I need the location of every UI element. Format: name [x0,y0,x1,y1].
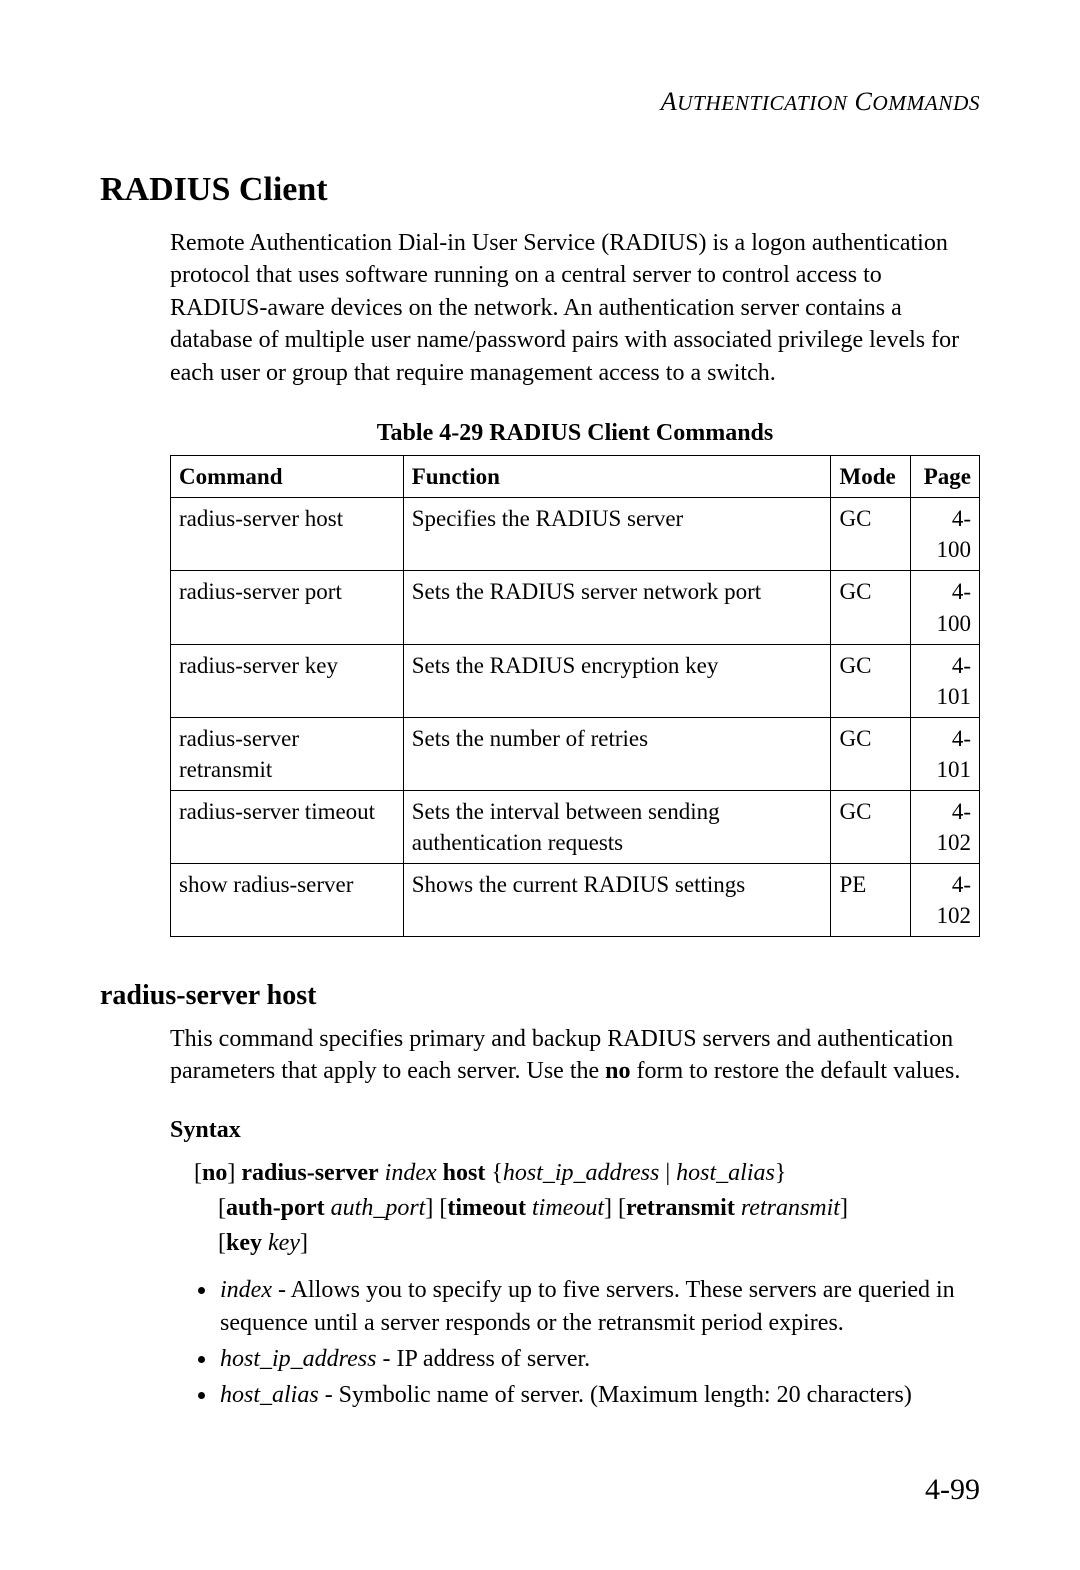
table-cell: Sets the number of retries [403,717,831,790]
subsection-body: This command specifies primary and backu… [170,1023,980,1412]
commands-table: Command Function Mode Page radius-server… [170,455,980,937]
col-mode: Mode [831,456,911,498]
table-cell: Sets the RADIUS encryption key [403,644,831,717]
table-cell: radius-server host [171,498,404,571]
table-cell: GC [831,790,911,863]
list-item: host_ip_address - IP address of server. [218,1343,980,1375]
table-cell: show radius-server [171,863,404,936]
col-function: Function [403,456,831,498]
page-number: 4-99 [925,1470,980,1511]
syntax-line-3: [key key] [218,1226,980,1261]
section-body: Remote Authentication Dial-in User Servi… [170,227,980,937]
table-header-row: Command Function Mode Page [171,456,980,498]
table-row: radius-server keySets the RADIUS encrypt… [171,644,980,717]
syntax-line-2: [auth-port auth_port] [timeout timeout] … [218,1191,980,1226]
subsection-title: radius-server host [100,977,980,1015]
section-intro: Remote Authentication Dial-in User Servi… [170,227,980,389]
table-cell: radius-server port [171,571,404,644]
table-cell: 4-102 [911,863,980,936]
col-command: Command [171,456,404,498]
syntax-line-1: [no] radius-server index host {host_ip_a… [194,1156,980,1191]
table-cell: radius-server retransmit [171,717,404,790]
syntax-label: Syntax [170,1114,980,1146]
table-cell: GC [831,498,911,571]
table-caption: Table 4-29 RADIUS Client Commands [170,417,980,449]
running-head: AUTHENTICATION COMMANDS [100,84,980,119]
table-row: radius-server retransmitSets the number … [171,717,980,790]
table-cell: 4-100 [911,571,980,644]
table-cell: Specifies the RADIUS server [403,498,831,571]
table-row: show radius-serverShows the current RADI… [171,863,980,936]
table-row: radius-server portSets the RADIUS server… [171,571,980,644]
syntax-block: [no] radius-server index host {host_ip_a… [194,1156,980,1260]
table-cell: radius-server key [171,644,404,717]
table-cell: 4-100 [911,498,980,571]
parameter-list: index - Allows you to specify up to five… [194,1274,980,1412]
table-cell: 4-101 [911,644,980,717]
section-title: RADIUS Client [100,167,980,213]
table-cell: GC [831,644,911,717]
table-cell: radius-server timeout [171,790,404,863]
table-cell: PE [831,863,911,936]
table-cell: 4-101 [911,717,980,790]
table-body: radius-server hostSpecifies the RADIUS s… [171,498,980,937]
table-row: radius-server hostSpecifies the RADIUS s… [171,498,980,571]
table-cell: 4-102 [911,790,980,863]
list-item: index - Allows you to specify up to five… [218,1274,980,1339]
subsection-intro: This command specifies primary and backu… [170,1023,980,1088]
table-cell: Shows the current RADIUS settings [403,863,831,936]
page: AUTHENTICATION COMMANDS RADIUS Client Re… [0,0,1080,1476]
col-page: Page [911,456,980,498]
table-cell: GC [831,717,911,790]
table-cell: GC [831,571,911,644]
table-row: radius-server timeoutSets the interval b… [171,790,980,863]
table-cell: Sets the RADIUS server network port [403,571,831,644]
table-cell: Sets the interval between sending authen… [403,790,831,863]
list-item: host_alias - Symbolic name of server. (M… [218,1379,980,1411]
